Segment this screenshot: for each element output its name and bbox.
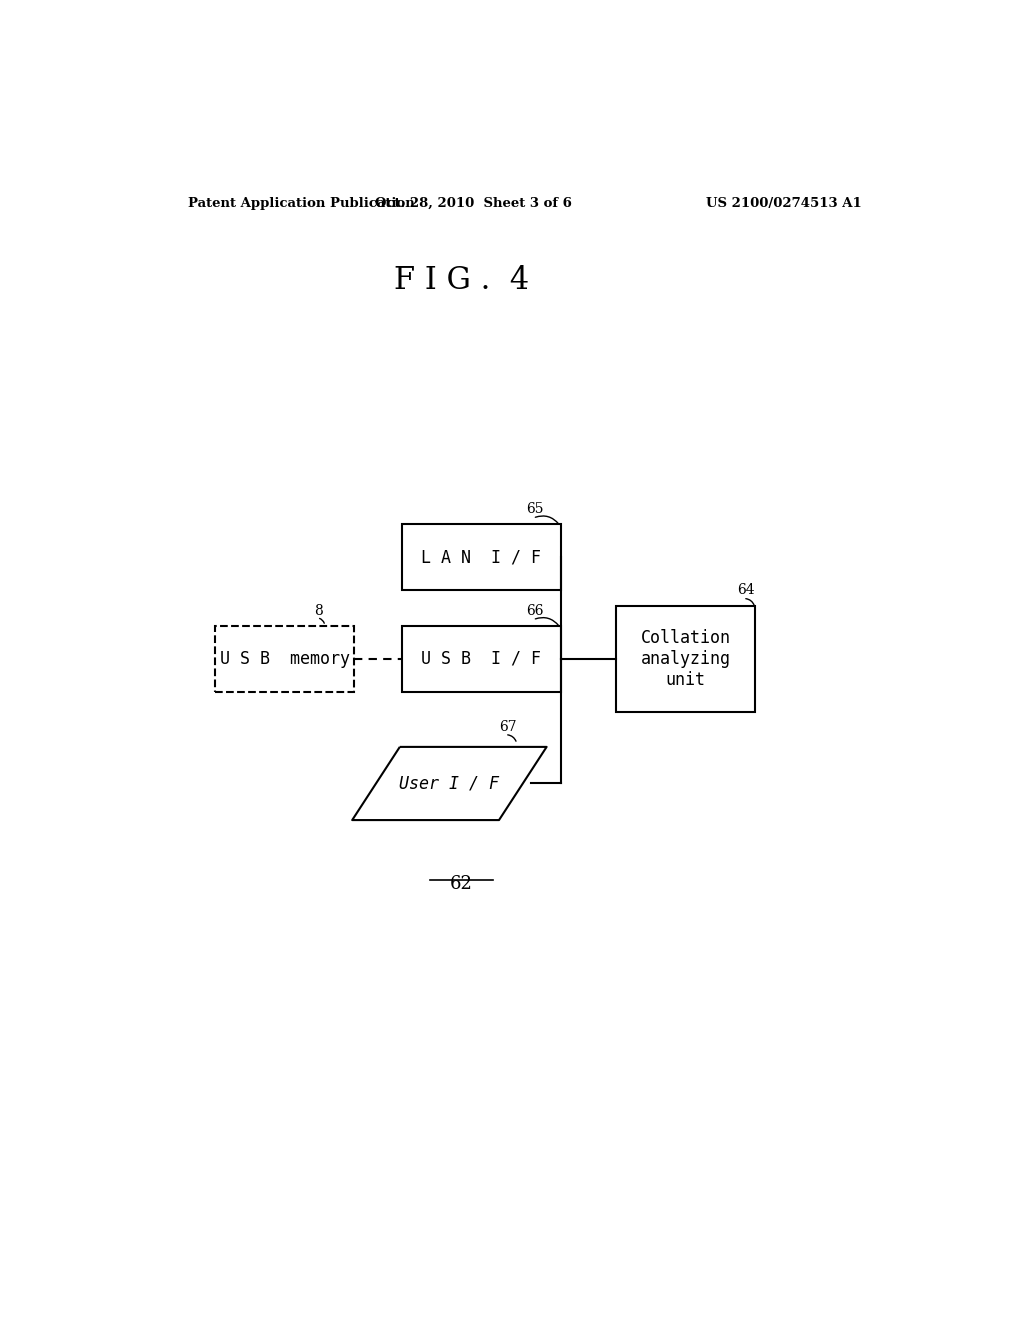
Text: U S B  I / F: U S B I / F	[421, 649, 541, 668]
Bar	[616, 606, 755, 713]
Text: 66: 66	[526, 603, 544, 618]
Text: 64: 64	[737, 583, 755, 598]
Text: 8: 8	[314, 603, 324, 618]
Bar	[401, 626, 560, 692]
Text: 65: 65	[526, 502, 544, 516]
Text: Oct. 28, 2010  Sheet 3 of 6: Oct. 28, 2010 Sheet 3 of 6	[375, 197, 571, 210]
Text: F I G .  4: F I G . 4	[394, 265, 528, 296]
Text: Collation
analyzing
unit: Collation analyzing unit	[640, 630, 730, 689]
Text: U S B  memory: U S B memory	[220, 649, 350, 668]
Text: User I / F: User I / F	[399, 775, 500, 792]
Text: 62: 62	[450, 875, 473, 892]
Text: US 2100/0274513 A1: US 2100/0274513 A1	[707, 197, 862, 210]
Text: Patent Application Publication: Patent Application Publication	[187, 197, 415, 210]
Bar	[401, 524, 560, 590]
Bar	[215, 626, 354, 692]
Text: L A N  I / F: L A N I / F	[421, 548, 541, 566]
Text: 67: 67	[500, 719, 517, 734]
